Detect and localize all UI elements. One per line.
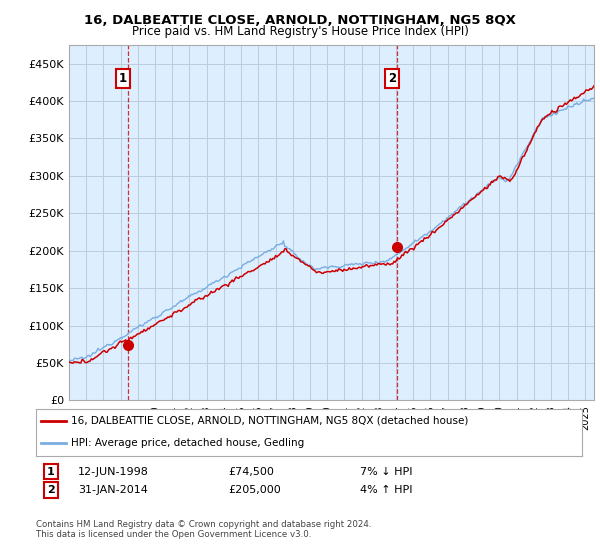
- Text: 16, DALBEATTIE CLOSE, ARNOLD, NOTTINGHAM, NG5 8QX (detached house): 16, DALBEATTIE CLOSE, ARNOLD, NOTTINGHAM…: [71, 416, 469, 426]
- Text: 1: 1: [119, 72, 127, 85]
- Text: £74,500: £74,500: [228, 466, 274, 477]
- Text: 31-JAN-2014: 31-JAN-2014: [78, 485, 148, 495]
- Text: 4% ↑ HPI: 4% ↑ HPI: [360, 485, 413, 495]
- Text: 12-JUN-1998: 12-JUN-1998: [78, 466, 149, 477]
- Text: Price paid vs. HM Land Registry's House Price Index (HPI): Price paid vs. HM Land Registry's House …: [131, 25, 469, 38]
- Text: 2: 2: [388, 72, 397, 85]
- Text: 7% ↓ HPI: 7% ↓ HPI: [360, 466, 413, 477]
- Text: £205,000: £205,000: [228, 485, 281, 495]
- Text: 16, DALBEATTIE CLOSE, ARNOLD, NOTTINGHAM, NG5 8QX: 16, DALBEATTIE CLOSE, ARNOLD, NOTTINGHAM…: [84, 14, 516, 27]
- Text: HPI: Average price, detached house, Gedling: HPI: Average price, detached house, Gedl…: [71, 438, 305, 448]
- Text: 1: 1: [47, 466, 55, 477]
- Text: 2: 2: [47, 485, 55, 495]
- Text: Contains HM Land Registry data © Crown copyright and database right 2024.
This d: Contains HM Land Registry data © Crown c…: [36, 520, 371, 539]
